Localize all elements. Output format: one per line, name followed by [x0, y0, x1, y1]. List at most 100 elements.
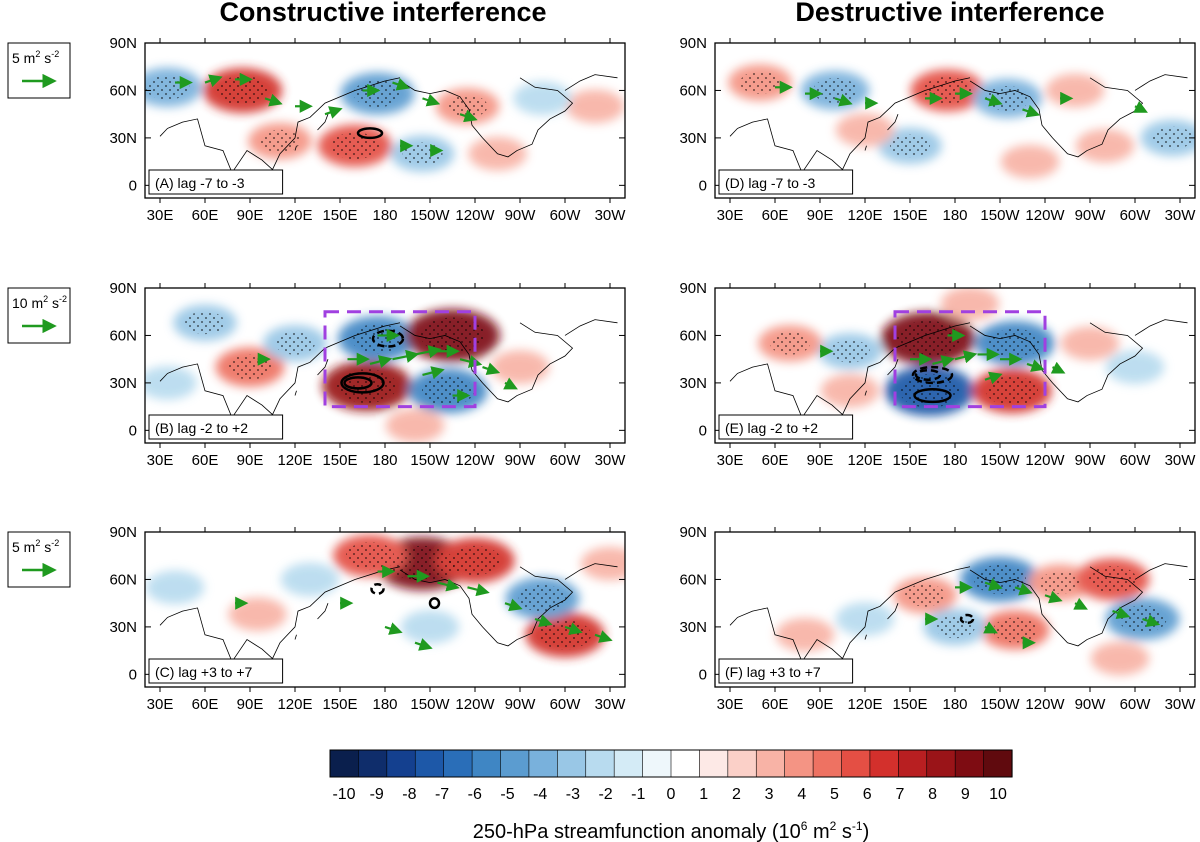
significance-stipple [420, 317, 485, 354]
colorbar-cell [926, 749, 956, 778]
anomaly-cell [490, 350, 550, 384]
significance-stipple [275, 332, 315, 355]
panel-B: 90N 60N 30N 0 30E 60E 90E 120E 150E 180 150W 120W 90… [109, 280, 626, 469]
lon-tick-label: 120W [1025, 207, 1065, 224]
significance-stipple [422, 376, 474, 406]
lon-tick-label: 30W [595, 696, 627, 713]
anomaly-cell [1105, 350, 1165, 384]
lat-tick-label: 90N [679, 35, 707, 52]
panel-label: (F) lag +3 to +7 [725, 664, 821, 680]
lon-tick-label: 90E [237, 696, 264, 713]
lon-tick-label: 150W [410, 452, 450, 469]
lon-tick-label: 180 [372, 207, 397, 224]
colorbar-cell [443, 749, 473, 778]
flux-vector [984, 371, 1003, 385]
colorbar-cell [727, 749, 757, 778]
lon-tick-label: 30E [717, 452, 744, 469]
lon-tick-label: 120E [847, 696, 882, 713]
colorbar-level-label: -1 [631, 786, 645, 803]
flux-vector [414, 638, 433, 651]
flux-vector [437, 578, 460, 592]
coastline-segment [729, 322, 971, 419]
colorbar-cell [670, 749, 701, 778]
anomaly-cell [145, 366, 197, 400]
flux-vector [1022, 104, 1041, 118]
flux-vector [1073, 597, 1088, 610]
flux-vector [467, 583, 490, 597]
flux-vector [504, 598, 523, 612]
lat-tick-label: 60N [679, 327, 707, 344]
lon-tick-label: 120E [277, 452, 312, 469]
panel-label: (C) lag +3 to +7 [155, 664, 252, 680]
significance-stipple [989, 328, 1041, 358]
lon-tick-label: 90W [1075, 452, 1107, 469]
flux-vector [564, 622, 583, 635]
significance-stipple [331, 132, 379, 160]
lon-tick-label: 30E [147, 452, 174, 469]
colorbar-level-label: 10 [989, 786, 1007, 803]
contour-solid [428, 597, 441, 610]
anomaly-cell [1060, 326, 1120, 361]
lon-tick-label: 60W [1120, 452, 1152, 469]
lon-tick-label: 180 [942, 452, 967, 469]
coastline-segment [1134, 563, 1188, 580]
colorbar-cell [642, 749, 672, 778]
colorbar-cell [841, 749, 871, 778]
lon-tick-label: 180 [372, 452, 397, 469]
coastlines [159, 319, 618, 419]
lat-tick-label: 30N [109, 130, 137, 147]
region-box [323, 310, 477, 409]
coastline-segment [969, 322, 1144, 403]
lon-tick-label: 60W [550, 452, 582, 469]
panel-label-box [718, 658, 854, 684]
colorbar-cell [500, 749, 530, 778]
colorbar-level-label: -2 [598, 786, 612, 803]
lat-tick-label: 0 [129, 666, 137, 683]
reference-vector-2: 5 m2 s-2 [7, 531, 71, 588]
significance-stipple [447, 94, 488, 118]
colorbar-level-label: -7 [435, 786, 449, 803]
lon-tick-label: 120E [277, 696, 312, 713]
lon-tick-label: 90W [1075, 207, 1107, 224]
colorbar-level-label: 8 [928, 786, 937, 803]
lat-tick-label: 60N [109, 82, 137, 99]
coastline-segment [294, 390, 297, 396]
colorbar-level-label: 9 [961, 786, 970, 803]
contour-dashed [914, 368, 942, 381]
colorbar-cell [755, 749, 786, 778]
coastline-segment [399, 322, 574, 403]
anomaly-cell [835, 113, 895, 147]
flux-vector [264, 93, 283, 107]
anomaly-cell [1000, 144, 1060, 179]
coastline-segment [729, 77, 971, 174]
significance-stipple [216, 75, 269, 106]
colorbar-level-label: 4 [797, 786, 806, 803]
flux-vector [1026, 359, 1045, 372]
flux-vector [1133, 100, 1148, 113]
lon-tick-label: 180 [942, 207, 967, 224]
colorbar-cell [386, 749, 416, 778]
contour-dashed [370, 582, 385, 595]
lon-tick-label: 120W [455, 207, 495, 224]
panel-label: (B) lag -2 to +2 [155, 420, 248, 436]
lat-tick-label: 30N [679, 619, 707, 636]
lat-tick-label: 60N [109, 327, 137, 344]
significance-stipple [985, 85, 1030, 111]
contour-solid [356, 127, 384, 140]
significance-stipple [896, 320, 960, 357]
lon-tick-label: 150W [410, 696, 450, 713]
lon-tick-label: 120W [1025, 452, 1065, 469]
lon-tick-label: 150W [980, 207, 1020, 224]
lon-tick-label: 150W [410, 207, 450, 224]
colorbar-level-label: -6 [468, 786, 482, 803]
coastline-segment [564, 319, 618, 336]
coastline-segment [887, 359, 899, 376]
panel-label-box [148, 169, 284, 195]
lon-tick-label: 30W [595, 207, 627, 224]
lon-tick-label: 30E [717, 696, 744, 713]
anomaly-cell [400, 610, 460, 644]
flux-vector [984, 93, 1003, 107]
significance-stipple [830, 339, 870, 363]
reference-vector-0: 5 m2 s-2 [7, 42, 71, 99]
colorbar: -10 -9 -8 -7 -6 -5 -4 -3 -2 -1 0 1 2 3 4 5 6 7 8 9 10250-hPa… [329, 749, 1013, 842]
